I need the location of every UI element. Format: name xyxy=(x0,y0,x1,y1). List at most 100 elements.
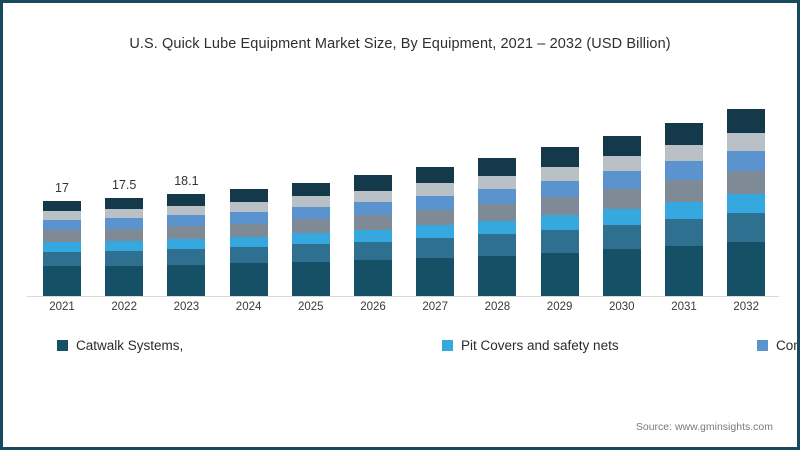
bar-group[interactable] xyxy=(665,122,703,296)
bar-segment[interactable] xyxy=(229,201,268,212)
bar-group[interactable] xyxy=(416,167,455,296)
bar-group[interactable] xyxy=(727,108,766,296)
bar-segment[interactable] xyxy=(229,211,268,224)
bar-segment[interactable] xyxy=(602,209,641,225)
bar-segment[interactable] xyxy=(416,183,455,196)
bar-segment[interactable] xyxy=(105,197,144,210)
bar-segment[interactable] xyxy=(416,167,455,184)
bar-segment[interactable] xyxy=(416,257,455,296)
bar-segment[interactable] xyxy=(229,263,268,296)
bar-segment[interactable] xyxy=(105,250,144,266)
bar-segment[interactable] xyxy=(478,255,517,296)
bar-segment[interactable] xyxy=(478,175,517,189)
bar-segment[interactable] xyxy=(416,225,455,239)
bar-segment[interactable] xyxy=(105,218,144,229)
bar-segment[interactable] xyxy=(167,205,206,216)
bar-group[interactable] xyxy=(478,158,517,296)
bar-segment[interactable] xyxy=(540,252,579,296)
bar-segment[interactable] xyxy=(727,171,766,195)
bar-segment[interactable] xyxy=(354,215,392,230)
bar-segment[interactable] xyxy=(43,230,81,243)
bar-segment[interactable] xyxy=(43,211,81,220)
bar-segment[interactable] xyxy=(540,229,579,253)
bar-segment[interactable] xyxy=(354,260,392,296)
bar-segment[interactable] xyxy=(291,196,330,207)
bar-segment[interactable] xyxy=(540,147,579,167)
bar-segment[interactable] xyxy=(540,166,579,181)
bar-segment[interactable] xyxy=(229,223,268,237)
bar-segment[interactable] xyxy=(540,197,579,216)
bar-segment[interactable] xyxy=(665,180,703,202)
bar-segment[interactable] xyxy=(727,242,766,296)
bar-segment[interactable] xyxy=(291,182,330,197)
bar-segment[interactable] xyxy=(167,238,206,249)
bar-segment[interactable] xyxy=(478,204,517,221)
bar-segment[interactable] xyxy=(105,241,144,251)
bar-segment[interactable] xyxy=(416,209,455,226)
bar-segment[interactable] xyxy=(354,190,392,202)
legend-item[interactable]: Pit Covers and safety nets xyxy=(442,338,757,353)
bar-group[interactable]: 18.1 xyxy=(167,174,206,296)
bar-segment[interactable] xyxy=(478,234,517,256)
bar-segment[interactable] xyxy=(105,209,144,219)
bar-segment[interactable] xyxy=(167,215,206,227)
bar-segment[interactable] xyxy=(291,206,330,220)
bar-segment[interactable] xyxy=(540,181,579,198)
bar-group[interactable] xyxy=(229,189,268,296)
legend-item[interactable]: Computer Console xyxy=(757,338,797,353)
bar-segment[interactable] xyxy=(167,248,206,265)
bar-segment[interactable] xyxy=(727,132,766,151)
bar-segment[interactable] xyxy=(665,219,703,247)
bar-segment[interactable] xyxy=(665,144,703,162)
bar-segment[interactable] xyxy=(478,188,517,205)
legend-item[interactable]: Catwalk Systems, xyxy=(57,338,442,353)
bar-segment[interactable] xyxy=(354,229,392,242)
bar-segment[interactable] xyxy=(229,236,268,248)
bar-group[interactable]: 17 xyxy=(43,181,81,296)
bar-segment[interactable] xyxy=(43,251,81,267)
bar-segment[interactable] xyxy=(602,156,641,172)
bar-segment[interactable] xyxy=(229,189,268,202)
bar-segment[interactable] xyxy=(665,122,703,145)
bar-segment[interactable] xyxy=(229,247,268,264)
bar-segment[interactable] xyxy=(478,158,517,176)
bar-segment[interactable] xyxy=(602,171,641,190)
bar-segment[interactable] xyxy=(602,224,641,250)
bar-segment[interactable] xyxy=(602,189,641,210)
bar-segment[interactable] xyxy=(727,108,766,133)
bar-segment[interactable] xyxy=(727,194,766,213)
bar-segment[interactable] xyxy=(478,220,517,235)
bar-segment[interactable] xyxy=(416,238,455,258)
bar-segment[interactable] xyxy=(43,242,81,252)
bar-segment[interactable] xyxy=(291,233,330,245)
bar-group[interactable] xyxy=(354,175,392,296)
bar-segment[interactable] xyxy=(665,161,703,181)
bar-segment[interactable] xyxy=(354,201,392,216)
bar-group[interactable] xyxy=(291,182,330,296)
bar-segment[interactable] xyxy=(665,201,703,220)
bar-segment[interactable] xyxy=(354,241,392,261)
bar-segment[interactable] xyxy=(727,212,766,243)
bar-segment[interactable] xyxy=(665,246,703,296)
bar-segment[interactable] xyxy=(727,150,766,172)
bar-segment[interactable] xyxy=(602,249,641,296)
bar-segment[interactable] xyxy=(602,135,641,157)
bar-segment[interactable] xyxy=(43,266,81,296)
bar-segment[interactable] xyxy=(540,215,579,230)
bar-segment[interactable] xyxy=(167,226,206,239)
bar-segment[interactable] xyxy=(291,219,330,234)
bar-segment[interactable] xyxy=(105,228,144,242)
bar-stack xyxy=(416,167,455,296)
bar-segment[interactable] xyxy=(167,264,206,296)
bar-segment[interactable] xyxy=(43,200,81,212)
bar-group[interactable] xyxy=(602,135,641,296)
bar-group[interactable]: 17.5 xyxy=(105,178,144,296)
bar-segment[interactable] xyxy=(291,244,330,262)
bar-segment[interactable] xyxy=(167,194,206,206)
bar-segment[interactable] xyxy=(416,195,455,210)
bar-group[interactable] xyxy=(540,147,579,296)
bar-segment[interactable] xyxy=(43,219,81,231)
bar-segment[interactable] xyxy=(291,261,330,296)
bar-segment[interactable] xyxy=(105,265,144,296)
bar-segment[interactable] xyxy=(354,175,392,191)
